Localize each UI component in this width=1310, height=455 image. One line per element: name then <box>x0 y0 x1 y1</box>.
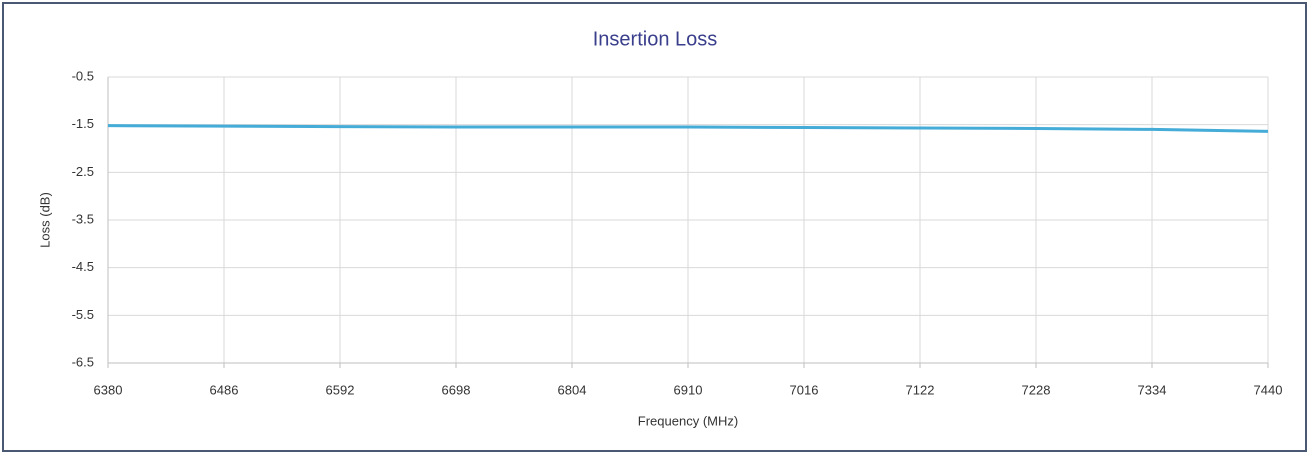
y-tick-label: -3.5 <box>72 211 94 226</box>
x-tick-label: 6486 <box>210 382 239 397</box>
y-tick-label: -2.5 <box>72 164 94 179</box>
x-tick-label: 7016 <box>790 382 819 397</box>
y-tick-label: -1.5 <box>72 116 94 131</box>
x-axis-label: Frequency (MHz) <box>638 413 738 428</box>
x-tick-label: 7228 <box>1022 382 1051 397</box>
y-axis-label: Loss (dB) <box>37 192 52 248</box>
y-tick-label: -0.5 <box>72 68 94 83</box>
x-tick-label: 6910 <box>674 382 703 397</box>
line-series <box>107 124 1269 133</box>
x-tick-label: 7440 <box>1254 382 1283 397</box>
y-tick-label: -5.5 <box>72 307 94 322</box>
x-tick-label: 6592 <box>326 382 355 397</box>
y-tick-label: -6.5 <box>72 354 94 369</box>
x-tick-label: 6804 <box>558 382 587 397</box>
x-tick-label: 7122 <box>906 382 935 397</box>
x-tick-label: 6380 <box>94 382 123 397</box>
x-tick-label: 6698 <box>442 382 471 397</box>
y-tick-label: -4.5 <box>72 259 94 274</box>
x-tick-label: 7334 <box>1138 382 1167 397</box>
chart-title: Insertion Loss <box>593 28 718 50</box>
